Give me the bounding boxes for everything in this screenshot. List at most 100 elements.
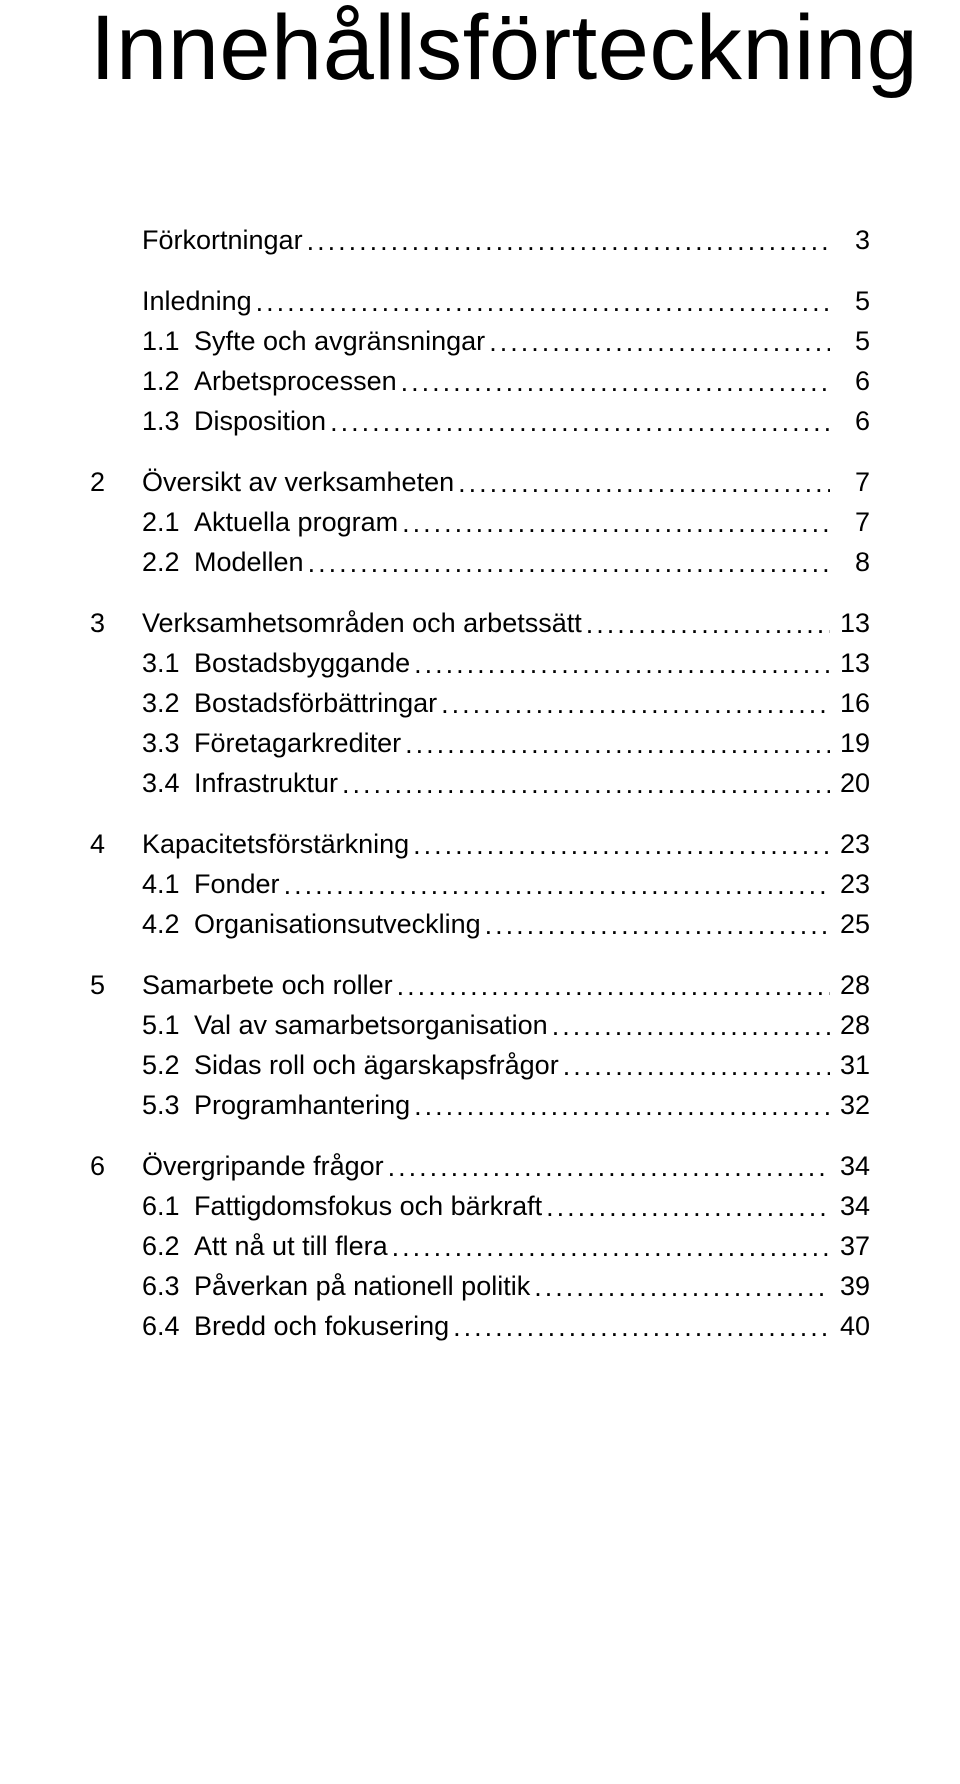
toc-subitem-row: 5.2Sidas roll och ägarskapsfrågor31 bbox=[142, 1052, 870, 1079]
toc-entry-label: Inledning bbox=[142, 288, 252, 315]
toc-leader-dots bbox=[388, 1234, 830, 1261]
page-title: Innehållsförteckning bbox=[90, 0, 870, 97]
toc-entry-number: 1.1 bbox=[142, 328, 194, 355]
toc-section-row: 4Kapacitetsförstärkning23 bbox=[90, 831, 870, 858]
toc-leader-dots bbox=[401, 731, 830, 758]
toc-entry-label: Syfte och avgränsningar bbox=[194, 328, 485, 355]
toc-entry-number: 2 bbox=[90, 469, 142, 496]
toc-leader-dots bbox=[410, 651, 830, 678]
toc-entry-number: 1.3 bbox=[142, 408, 194, 435]
toc-subitem-row: 3.4Infrastruktur20 bbox=[142, 770, 870, 797]
toc-leader-dots bbox=[530, 1274, 830, 1301]
toc-entry-label: Påverkan på nationell politik bbox=[194, 1273, 530, 1300]
toc-leader-dots bbox=[252, 289, 830, 316]
toc-entry-page: 7 bbox=[830, 509, 870, 536]
toc-leader-dots bbox=[393, 973, 830, 1000]
toc-entry-label: Val av samarbetsorganisation bbox=[194, 1012, 548, 1039]
toc-entry-label: Kapacitetsförstärkning bbox=[142, 831, 409, 858]
toc-entry-number: 1.2 bbox=[142, 368, 194, 395]
toc-entry-page: 6 bbox=[830, 368, 870, 395]
toc-entry-number: 5.2 bbox=[142, 1052, 194, 1079]
toc-entry-number: 3.4 bbox=[142, 770, 194, 797]
toc-entry-page: 37 bbox=[830, 1233, 870, 1260]
toc-entry-page: 34 bbox=[830, 1193, 870, 1220]
toc-entry-label: Förkortningar bbox=[142, 227, 303, 254]
toc-subitem-row: 2.2Modellen8 bbox=[142, 549, 870, 576]
toc-entry-number: 4 bbox=[90, 831, 142, 858]
toc-entry-page: 3 bbox=[830, 227, 870, 254]
toc-leader-dots bbox=[326, 409, 830, 436]
toc-subitem-row: 3.2Bostadsförbättringar16 bbox=[142, 690, 870, 717]
toc-entry-label: Verksamhetsområden och arbetssätt bbox=[142, 610, 582, 637]
toc-subitem-row: 6.3Påverkan på nationell politik 39 bbox=[142, 1273, 870, 1300]
toc-entry-number: 2.2 bbox=[142, 549, 194, 576]
toc-subitem-row: 1.3Disposition 6 bbox=[142, 408, 870, 435]
toc-entry-page: 31 bbox=[830, 1052, 870, 1079]
toc-entry-number: 6.1 bbox=[142, 1193, 194, 1220]
table-of-contents: Förkortningar 3 Inledning 5 1.1Syfte och avg… bbox=[90, 227, 870, 1340]
toc-entry-number: 6.3 bbox=[142, 1273, 194, 1300]
toc-subitem-row: 3.3Företagarkrediter19 bbox=[142, 730, 870, 757]
toc-leader-dots bbox=[437, 691, 830, 718]
toc-entry-label: Samarbete och roller bbox=[142, 972, 393, 999]
toc-entry-number: 5.3 bbox=[142, 1092, 194, 1119]
toc-entry-page: 8 bbox=[830, 549, 870, 576]
toc-entry-label: Företagarkrediter bbox=[194, 730, 401, 757]
toc-entry-page: 13 bbox=[830, 650, 870, 677]
toc-entry-label: Arbetsprocessen bbox=[194, 368, 397, 395]
toc-section-row: 3Verksamhetsområden och arbetssätt 13 bbox=[90, 610, 870, 637]
toc-leader-dots bbox=[280, 872, 830, 899]
toc-entry-label: Bostadsförbättringar bbox=[194, 690, 437, 717]
toc-entry-page: 5 bbox=[830, 288, 870, 315]
toc-entry-label: Att nå ut till flera bbox=[194, 1233, 388, 1260]
toc-leader-dots bbox=[409, 832, 830, 859]
toc-entry-label: Fonder bbox=[194, 871, 280, 898]
toc-entry-page: 28 bbox=[830, 972, 870, 999]
toc-subitem-row: 6.1Fattigdomsfokus och bärkraft34 bbox=[142, 1193, 870, 1220]
toc-entry-label: Programhantering bbox=[194, 1092, 410, 1119]
toc-subitem-row: 1.1Syfte och avgränsningar5 bbox=[142, 328, 870, 355]
toc-entry-number: 4.1 bbox=[142, 871, 194, 898]
toc-subitem-row: 5.3Programhantering 32 bbox=[142, 1092, 870, 1119]
toc-leader-dots bbox=[582, 611, 830, 638]
toc-entry-page: 13 bbox=[830, 610, 870, 637]
toc-entry-page: 20 bbox=[830, 770, 870, 797]
toc-entry-number: 5 bbox=[90, 972, 142, 999]
toc-leader-dots bbox=[397, 369, 830, 396]
toc-entry-label: Disposition bbox=[194, 408, 326, 435]
toc-leader-dots bbox=[410, 1093, 830, 1120]
toc-section-row: Förkortningar 3 bbox=[90, 227, 870, 254]
toc-entry-page: 7 bbox=[830, 469, 870, 496]
toc-entry-number: 3.1 bbox=[142, 650, 194, 677]
toc-entry-page: 39 bbox=[830, 1273, 870, 1300]
toc-entry-number: 5.1 bbox=[142, 1012, 194, 1039]
toc-leader-dots bbox=[338, 771, 830, 798]
toc-entry-label: Översikt av verksamheten bbox=[142, 469, 454, 496]
toc-leader-dots bbox=[485, 329, 830, 356]
toc-leader-dots bbox=[481, 912, 830, 939]
toc-section-row: 6Övergripande frågor34 bbox=[90, 1153, 870, 1180]
toc-entry-number: 3 bbox=[90, 610, 142, 637]
toc-leader-dots bbox=[454, 470, 830, 497]
toc-entry-number: 6.4 bbox=[142, 1313, 194, 1340]
toc-leader-dots bbox=[304, 550, 830, 577]
toc-entry-label: Bostadsbyggande bbox=[194, 650, 410, 677]
toc-subitem-row: 2.1Aktuella program7 bbox=[142, 509, 870, 536]
toc-leader-dots bbox=[542, 1194, 830, 1221]
toc-entry-label: Organisationsutveckling bbox=[194, 911, 481, 938]
toc-entry-page: 6 bbox=[830, 408, 870, 435]
toc-entry-page: 32 bbox=[830, 1092, 870, 1119]
toc-subitem-row: 6.2Att nå ut till flera37 bbox=[142, 1233, 870, 1260]
toc-entry-page: 40 bbox=[830, 1313, 870, 1340]
toc-section-row: Inledning 5 bbox=[90, 288, 870, 315]
toc-leader-dots bbox=[559, 1053, 830, 1080]
toc-entry-number: 6 bbox=[90, 1153, 142, 1180]
toc-entry-label: Aktuella program bbox=[194, 509, 398, 536]
toc-subitem-row: 4.1Fonder23 bbox=[142, 871, 870, 898]
page: Innehållsförteckning Förkortningar 3 Inled… bbox=[0, 0, 960, 1784]
toc-subitem-row: 5.1Val av samarbetsorganisation28 bbox=[142, 1012, 870, 1039]
toc-leader-dots bbox=[548, 1013, 830, 1040]
toc-entry-page: 25 bbox=[830, 911, 870, 938]
toc-entry-page: 34 bbox=[830, 1153, 870, 1180]
toc-leader-dots bbox=[398, 510, 830, 537]
